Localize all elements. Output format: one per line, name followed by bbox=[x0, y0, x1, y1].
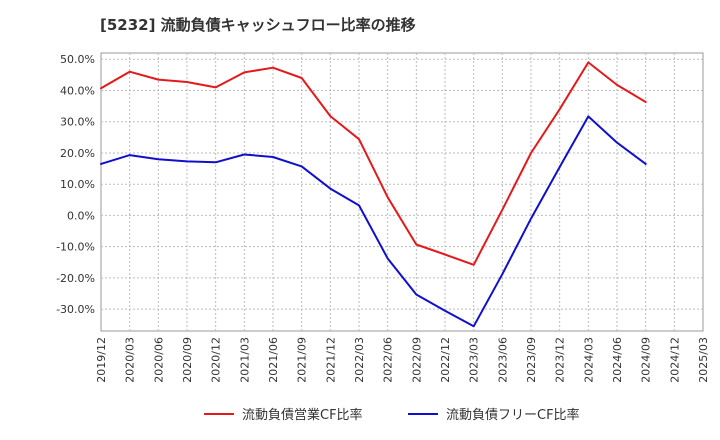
grid-layer bbox=[100, 52, 704, 332]
y-tick-label: -20.0% bbox=[56, 272, 95, 285]
x-tick-label: 2021/12 bbox=[324, 337, 337, 383]
x-tick-label: 2024/03 bbox=[582, 337, 595, 383]
x-tick-label: 2022/09 bbox=[410, 337, 423, 383]
x-tick-label: 2019/12 bbox=[95, 337, 108, 383]
x-tick-label: 2025/03 bbox=[697, 337, 710, 383]
y-tick-label: 40.0% bbox=[60, 84, 95, 97]
x-tick-label: 2023/06 bbox=[496, 337, 509, 383]
plot-border bbox=[100, 52, 704, 332]
legend-label-1: 流動負債営業CF比率 bbox=[242, 407, 363, 423]
x-tick-label: 2021/03 bbox=[238, 337, 251, 383]
x-tick-label: 2021/09 bbox=[296, 337, 309, 383]
x-tick-label: 2024/09 bbox=[640, 337, 653, 383]
x-tick-label: 2022/06 bbox=[382, 337, 395, 383]
legend-label-2: 流動負債フリーCF比率 bbox=[446, 407, 580, 423]
x-tick-label: 2024/06 bbox=[611, 337, 624, 383]
y-tick-label: 10.0% bbox=[60, 178, 95, 191]
x-tick-label: 2020/09 bbox=[181, 337, 194, 383]
x-tick-label: 2022/12 bbox=[439, 337, 452, 383]
x-tick-label: 2020/03 bbox=[124, 337, 137, 383]
x-tick-label: 2023/12 bbox=[554, 337, 567, 383]
series-line-2 bbox=[100, 115, 647, 328]
x-tick-label: 2023/03 bbox=[468, 337, 481, 383]
x-tick-label: 2024/12 bbox=[668, 337, 681, 383]
x-tick-label: 2021/06 bbox=[267, 337, 280, 383]
axis-layer: 50.0% 40.0% 30.0% 20.0% 10.0% 0.0% -10.0% -20.0… bbox=[56, 53, 710, 382]
y-tick-label: 50.0% bbox=[60, 53, 95, 66]
x-tick-label: 2020/06 bbox=[152, 337, 165, 383]
y-tick-label: 20.0% bbox=[60, 147, 95, 160]
y-tick-label: 30.0% bbox=[60, 116, 95, 129]
y-tick-label: -10.0% bbox=[56, 241, 95, 254]
x-tick-label: 2023/09 bbox=[525, 337, 538, 383]
y-tick-label: -30.0% bbox=[56, 303, 95, 316]
legend: 流動負債営業CF比率 流動負債フリーCF比率 bbox=[204, 407, 580, 423]
chart-title: [5232] 流動負債キャッシュフロー比率の推移 bbox=[100, 16, 416, 34]
y-tick-label: 0.0% bbox=[67, 209, 95, 222]
x-tick-label: 2020/12 bbox=[210, 337, 223, 383]
series-line-1 bbox=[100, 61, 647, 266]
x-tick-label: 2022/03 bbox=[353, 337, 366, 383]
series-layer bbox=[100, 61, 647, 328]
